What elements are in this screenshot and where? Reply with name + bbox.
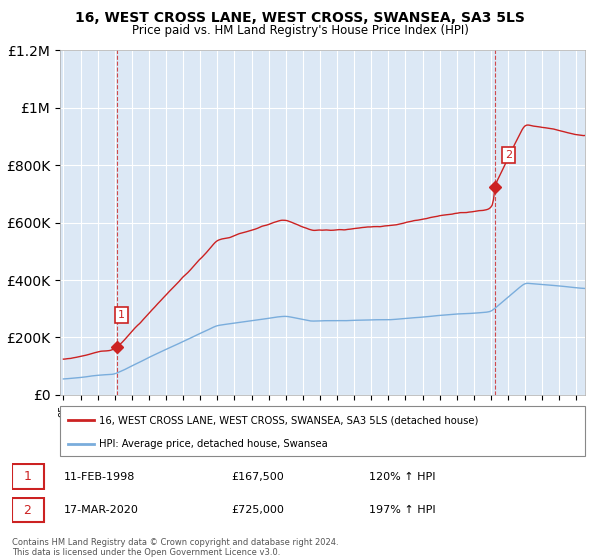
- Text: HPI: Average price, detached house, Swansea: HPI: Average price, detached house, Swan…: [100, 439, 328, 449]
- Text: 2: 2: [23, 503, 31, 517]
- FancyBboxPatch shape: [60, 406, 585, 456]
- Text: £167,500: £167,500: [231, 472, 284, 482]
- Text: 1: 1: [23, 470, 31, 483]
- Text: 120% ↑ HPI: 120% ↑ HPI: [369, 472, 436, 482]
- Text: 17-MAR-2020: 17-MAR-2020: [64, 505, 139, 515]
- Text: 16, WEST CROSS LANE, WEST CROSS, SWANSEA, SA3 5LS: 16, WEST CROSS LANE, WEST CROSS, SWANSEA…: [75, 11, 525, 25]
- Text: 16, WEST CROSS LANE, WEST CROSS, SWANSEA, SA3 5LS (detached house): 16, WEST CROSS LANE, WEST CROSS, SWANSEA…: [100, 415, 479, 425]
- FancyBboxPatch shape: [12, 498, 44, 522]
- Text: £725,000: £725,000: [231, 505, 284, 515]
- Text: 197% ↑ HPI: 197% ↑ HPI: [369, 505, 436, 515]
- Text: Price paid vs. HM Land Registry's House Price Index (HPI): Price paid vs. HM Land Registry's House …: [131, 24, 469, 36]
- Text: 1: 1: [118, 310, 125, 320]
- Text: Contains HM Land Registry data © Crown copyright and database right 2024.
This d: Contains HM Land Registry data © Crown c…: [12, 538, 338, 557]
- Text: 11-FEB-1998: 11-FEB-1998: [64, 472, 135, 482]
- Text: 2: 2: [505, 150, 512, 160]
- FancyBboxPatch shape: [12, 464, 44, 489]
